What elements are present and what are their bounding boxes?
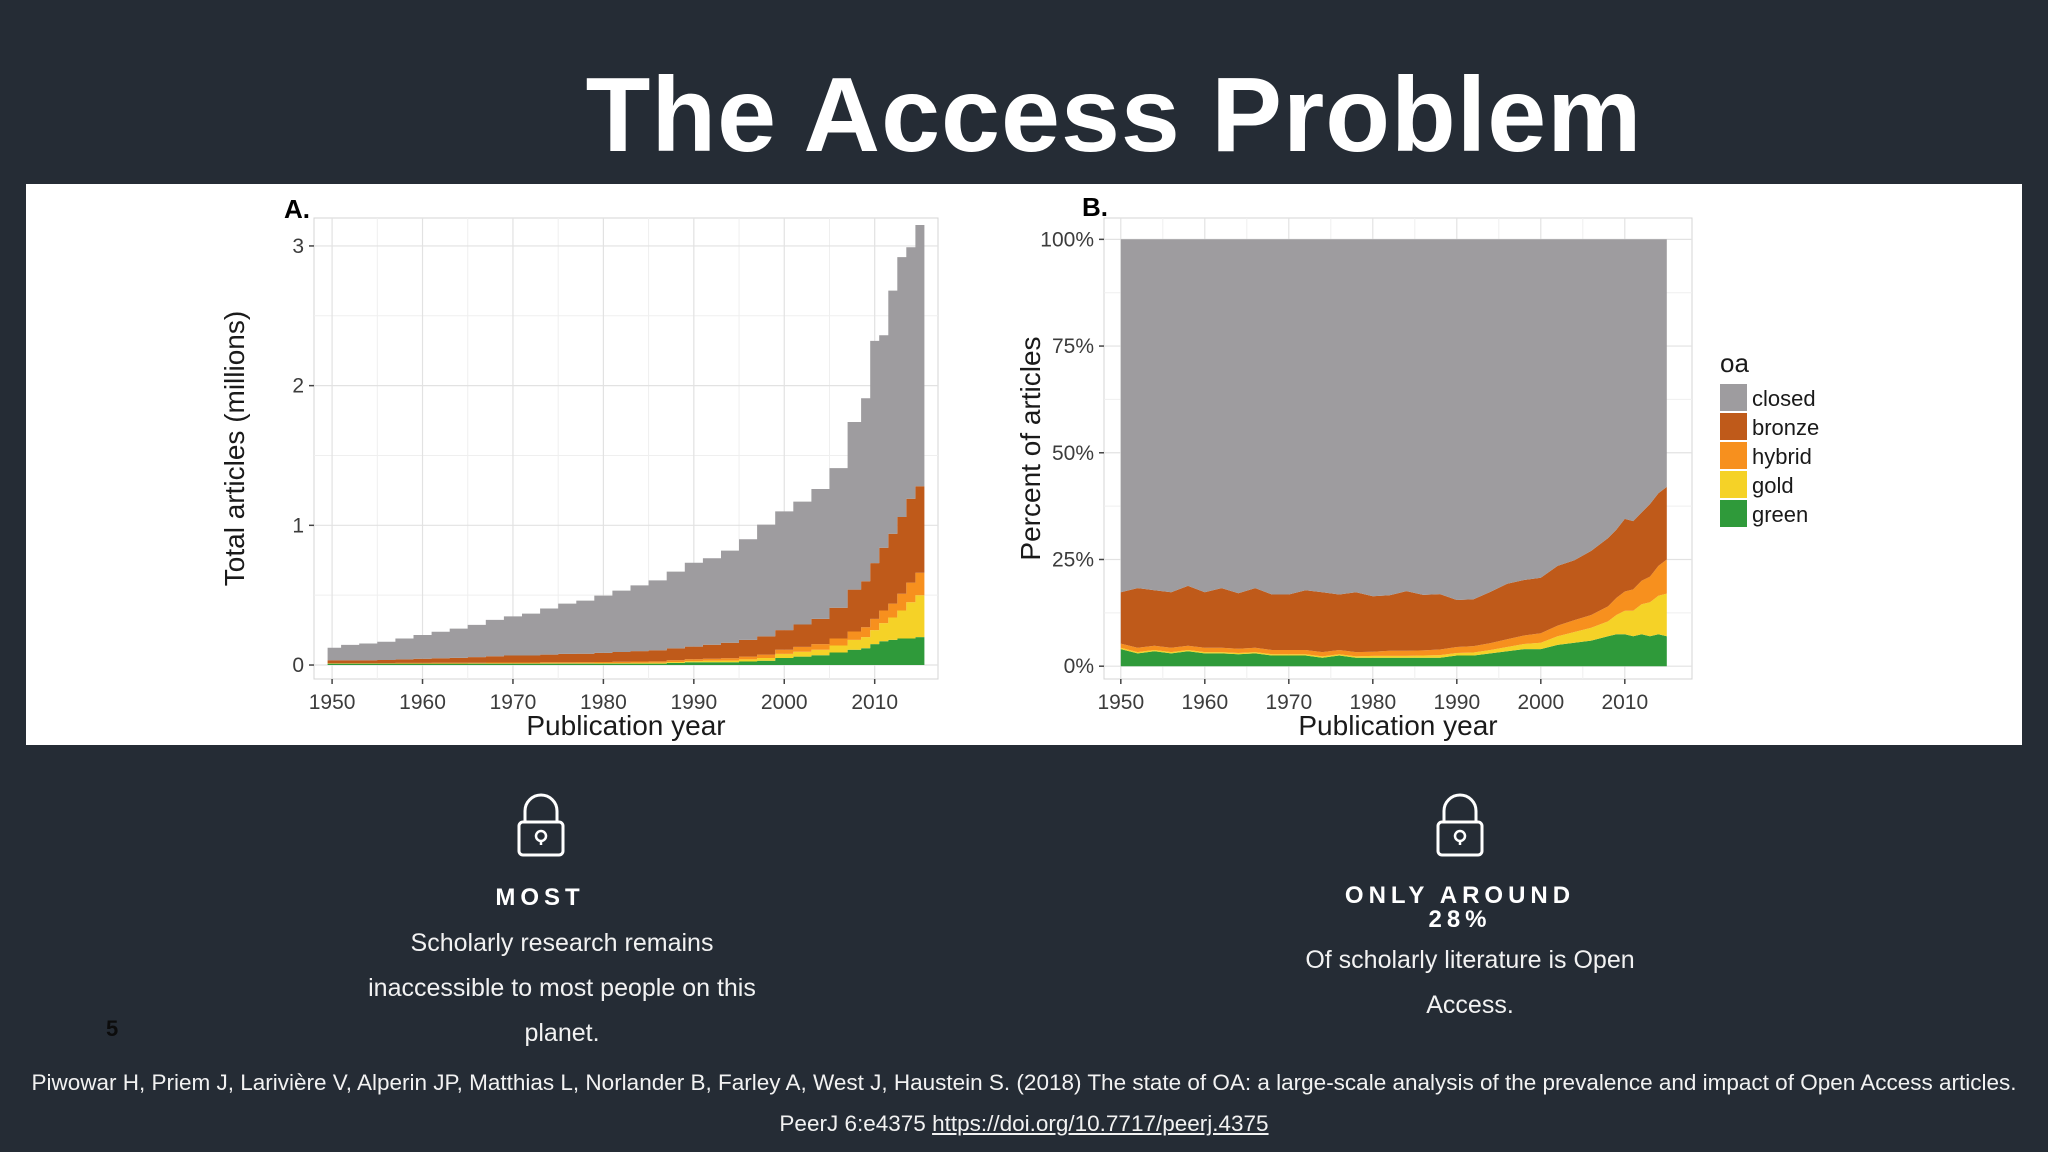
feature-oa-share: ONLY AROUND 28% [1260,884,1660,932]
feature-heading-value: 28% [1428,906,1492,933]
legend-swatch-bronze [1720,413,1747,440]
panel-label: B. [1082,192,1108,222]
legend-swatch-closed [1720,384,1747,411]
feature-body-line: inaccessible to most people on this [368,974,756,1002]
feature-body-line: Access. [1426,991,1514,1019]
x-tick-label: 1950 [309,691,356,714]
legend-title: oa [1720,348,1749,378]
x-tick-label: 1960 [399,691,446,714]
y-tick-label: 50% [1052,442,1094,465]
y-tick-label: 25% [1052,548,1094,571]
feature-heading: MOST [495,884,585,911]
figure-svg: 1950 1960 1970 1980 1990 2000 2010 0 1 2 3 Publicat… [219,192,1819,741]
page-number: 5 [106,1016,119,1041]
area-green-series [1120,634,1667,667]
x-axis-title: Publication year [526,710,725,741]
legend-label: gold [1752,473,1794,498]
x-tick-label: 1950 [1097,691,1144,714]
y-tick-label: 3 [292,235,304,258]
legend-label: bronze [1752,415,1819,440]
x-tick-label: 1960 [1181,691,1228,714]
feature-most-body: Scholarly research remains inaccessible … [322,921,802,1056]
y-axis-title: Percent of articles [1015,336,1046,560]
citation-link[interactable]: https://doi.org/10.7717/peerj.4375 [932,1111,1269,1136]
legend-label: closed [1752,386,1816,411]
feature-body-line: planet. [524,1019,600,1047]
feature-body-line: Of scholarly literature is Open [1305,946,1635,974]
y-tick-label: 2 [292,375,304,398]
legend-label: green [1752,502,1808,527]
x-axis-title: Publication year [1298,710,1497,741]
feature-heading: ONLY AROUND [1344,882,1576,909]
x-tick-label: 1980 [580,691,627,714]
citation: Piwowar H, Priem J, Larivière V, Alperin… [20,1062,2028,1144]
legend-label: hybrid [1752,444,1812,469]
legend-swatch-green [1720,500,1747,527]
x-tick-label: 1970 [1265,691,1312,714]
feature-most: MOST [340,884,740,912]
feature-oa-body: Of scholarly literature is Open Access. [1230,938,1710,1028]
feature-body-line: Scholarly research remains [410,929,714,957]
legend-swatch-gold [1720,471,1747,498]
slide-title: The Access Problem [585,56,1643,174]
y-tick-label: 1 [292,514,304,537]
area-closed-series [1120,239,1667,601]
x-tick-label: 2010 [851,691,898,714]
legend-swatch-hybrid [1720,442,1747,469]
y-tick-label: 0% [1064,655,1094,678]
x-tick-label: 1970 [490,691,537,714]
y-tick-label: 100% [1040,228,1094,251]
x-tick-label: 2010 [1601,691,1648,714]
figure-panel: 1950 1960 1970 1980 1990 2000 2010 0 1 2 3 Publicat… [26,184,2022,745]
x-tick-label: 1990 [670,691,717,714]
citation-text: Piwowar H, Priem J, Larivière V, Alperin… [31,1070,2017,1136]
x-tick-label: 1990 [1433,691,1480,714]
lock-icon [1433,792,1487,863]
y-tick-label: 0 [292,654,304,677]
x-tick-label: 1980 [1349,691,1396,714]
x-tick-label: 2000 [1517,691,1564,714]
panel-label: A. [284,194,310,224]
area-closed-series [327,225,925,661]
y-axis-title: Total articles (millions) [219,311,250,586]
x-tick-label: 2000 [761,691,808,714]
area-green-series [327,637,925,665]
area-bronze-series [1120,486,1667,653]
lock-icon [514,792,568,863]
y-tick-label: 75% [1052,335,1094,358]
